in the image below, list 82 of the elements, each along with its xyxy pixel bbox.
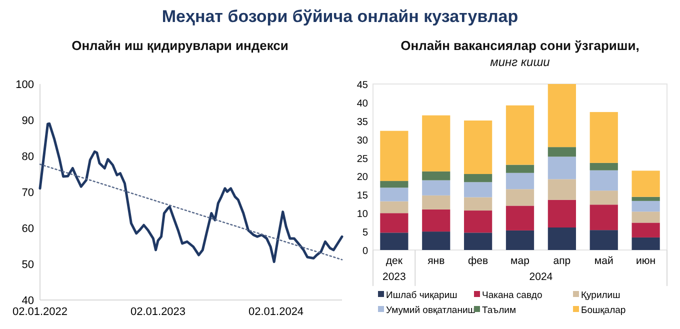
bar <box>506 164 534 173</box>
y-tick-label: 30 <box>356 135 368 146</box>
bar <box>590 204 618 230</box>
bar <box>632 196 660 201</box>
y-tick-label: 90 <box>22 115 34 127</box>
bar <box>506 172 534 190</box>
x-tick-label: мар <box>510 255 530 267</box>
bar <box>422 115 450 172</box>
bar <box>548 179 576 200</box>
y-tick-label: 25 <box>356 154 368 165</box>
x-tick-label: 02.01.2022 <box>12 306 68 318</box>
y-tick-label: 10 <box>356 209 368 220</box>
bar <box>632 222 660 238</box>
bar <box>632 212 660 223</box>
y-tick-label: 40 <box>356 98 368 110</box>
legend-label: Чакана савдо <box>482 290 542 301</box>
bar <box>590 112 618 163</box>
bar <box>464 232 492 250</box>
chart-subtitle: минг киши <box>490 55 550 69</box>
bar <box>422 171 450 180</box>
bar <box>590 190 618 205</box>
bar <box>422 180 450 196</box>
legend-label: Ишлаб чиқариш <box>386 290 458 301</box>
y-tick-label: 15 <box>356 190 368 202</box>
chart-title: Онлайн вакансиялар сони ўзгариши, <box>400 38 640 53</box>
legend-label: Қурилиш <box>581 290 620 301</box>
y-tick-label: 45 <box>356 80 368 91</box>
y-tick-label: 5 <box>362 228 368 239</box>
bar <box>422 195 450 210</box>
bar <box>464 210 492 233</box>
bar <box>506 105 534 165</box>
x-tick-label: апр <box>553 255 571 267</box>
bar <box>380 232 408 250</box>
y-tick-label: 50 <box>22 259 34 271</box>
bar <box>590 230 618 250</box>
x-tick-label: 02.01.2023 <box>130 306 186 318</box>
bar <box>380 201 408 214</box>
x-tick-label: июн <box>636 255 656 267</box>
x-tick-label: янв <box>428 255 446 267</box>
bar <box>380 130 408 182</box>
bar <box>464 174 492 182</box>
bar <box>548 84 576 148</box>
legend-label: Умумий овқатланиш <box>386 305 476 316</box>
bar <box>422 209 450 232</box>
chart-subtitle: Онлайн иш қидирувлари индекси <box>72 38 288 53</box>
bar <box>380 181 408 188</box>
chart-title: Меҳнат бозори бўйича онлайн кузатувлар <box>162 7 518 26</box>
x-tick-label: фев <box>468 255 489 267</box>
bar <box>380 188 408 202</box>
bar <box>506 189 534 206</box>
y-tick-label: 0 <box>362 246 368 257</box>
bar <box>548 156 576 180</box>
y-tick-label: 20 <box>356 172 368 184</box>
x-tick-label: май <box>594 255 614 267</box>
bar <box>632 170 660 197</box>
legend-label: Таълим <box>482 305 516 316</box>
text: 2023 <box>382 271 406 283</box>
x-tick-label: 02.01.2024 <box>248 306 304 318</box>
y-tick-label: 100 <box>16 79 34 91</box>
bar <box>548 200 576 228</box>
bar <box>590 162 618 170</box>
bar <box>422 232 450 250</box>
y-tick-label: 40 <box>22 295 34 307</box>
bar <box>632 200 660 212</box>
bar <box>506 206 534 230</box>
bar <box>380 213 408 233</box>
text: 2024 <box>529 271 553 283</box>
bar <box>590 170 618 191</box>
legend-label: Бошқалар <box>581 305 626 316</box>
y-tick-label: 80 <box>22 151 34 163</box>
x-tick-label: дек <box>386 255 403 267</box>
bar <box>548 228 576 250</box>
bar <box>464 197 492 211</box>
bar <box>548 147 576 157</box>
y-tick-label: 60 <box>22 223 34 235</box>
bar <box>506 230 534 250</box>
y-tick-label: 35 <box>356 116 368 128</box>
bar <box>464 120 492 174</box>
line-series <box>38 122 344 264</box>
bar <box>464 182 492 198</box>
bar <box>632 237 660 250</box>
y-tick-label: 70 <box>22 187 34 199</box>
